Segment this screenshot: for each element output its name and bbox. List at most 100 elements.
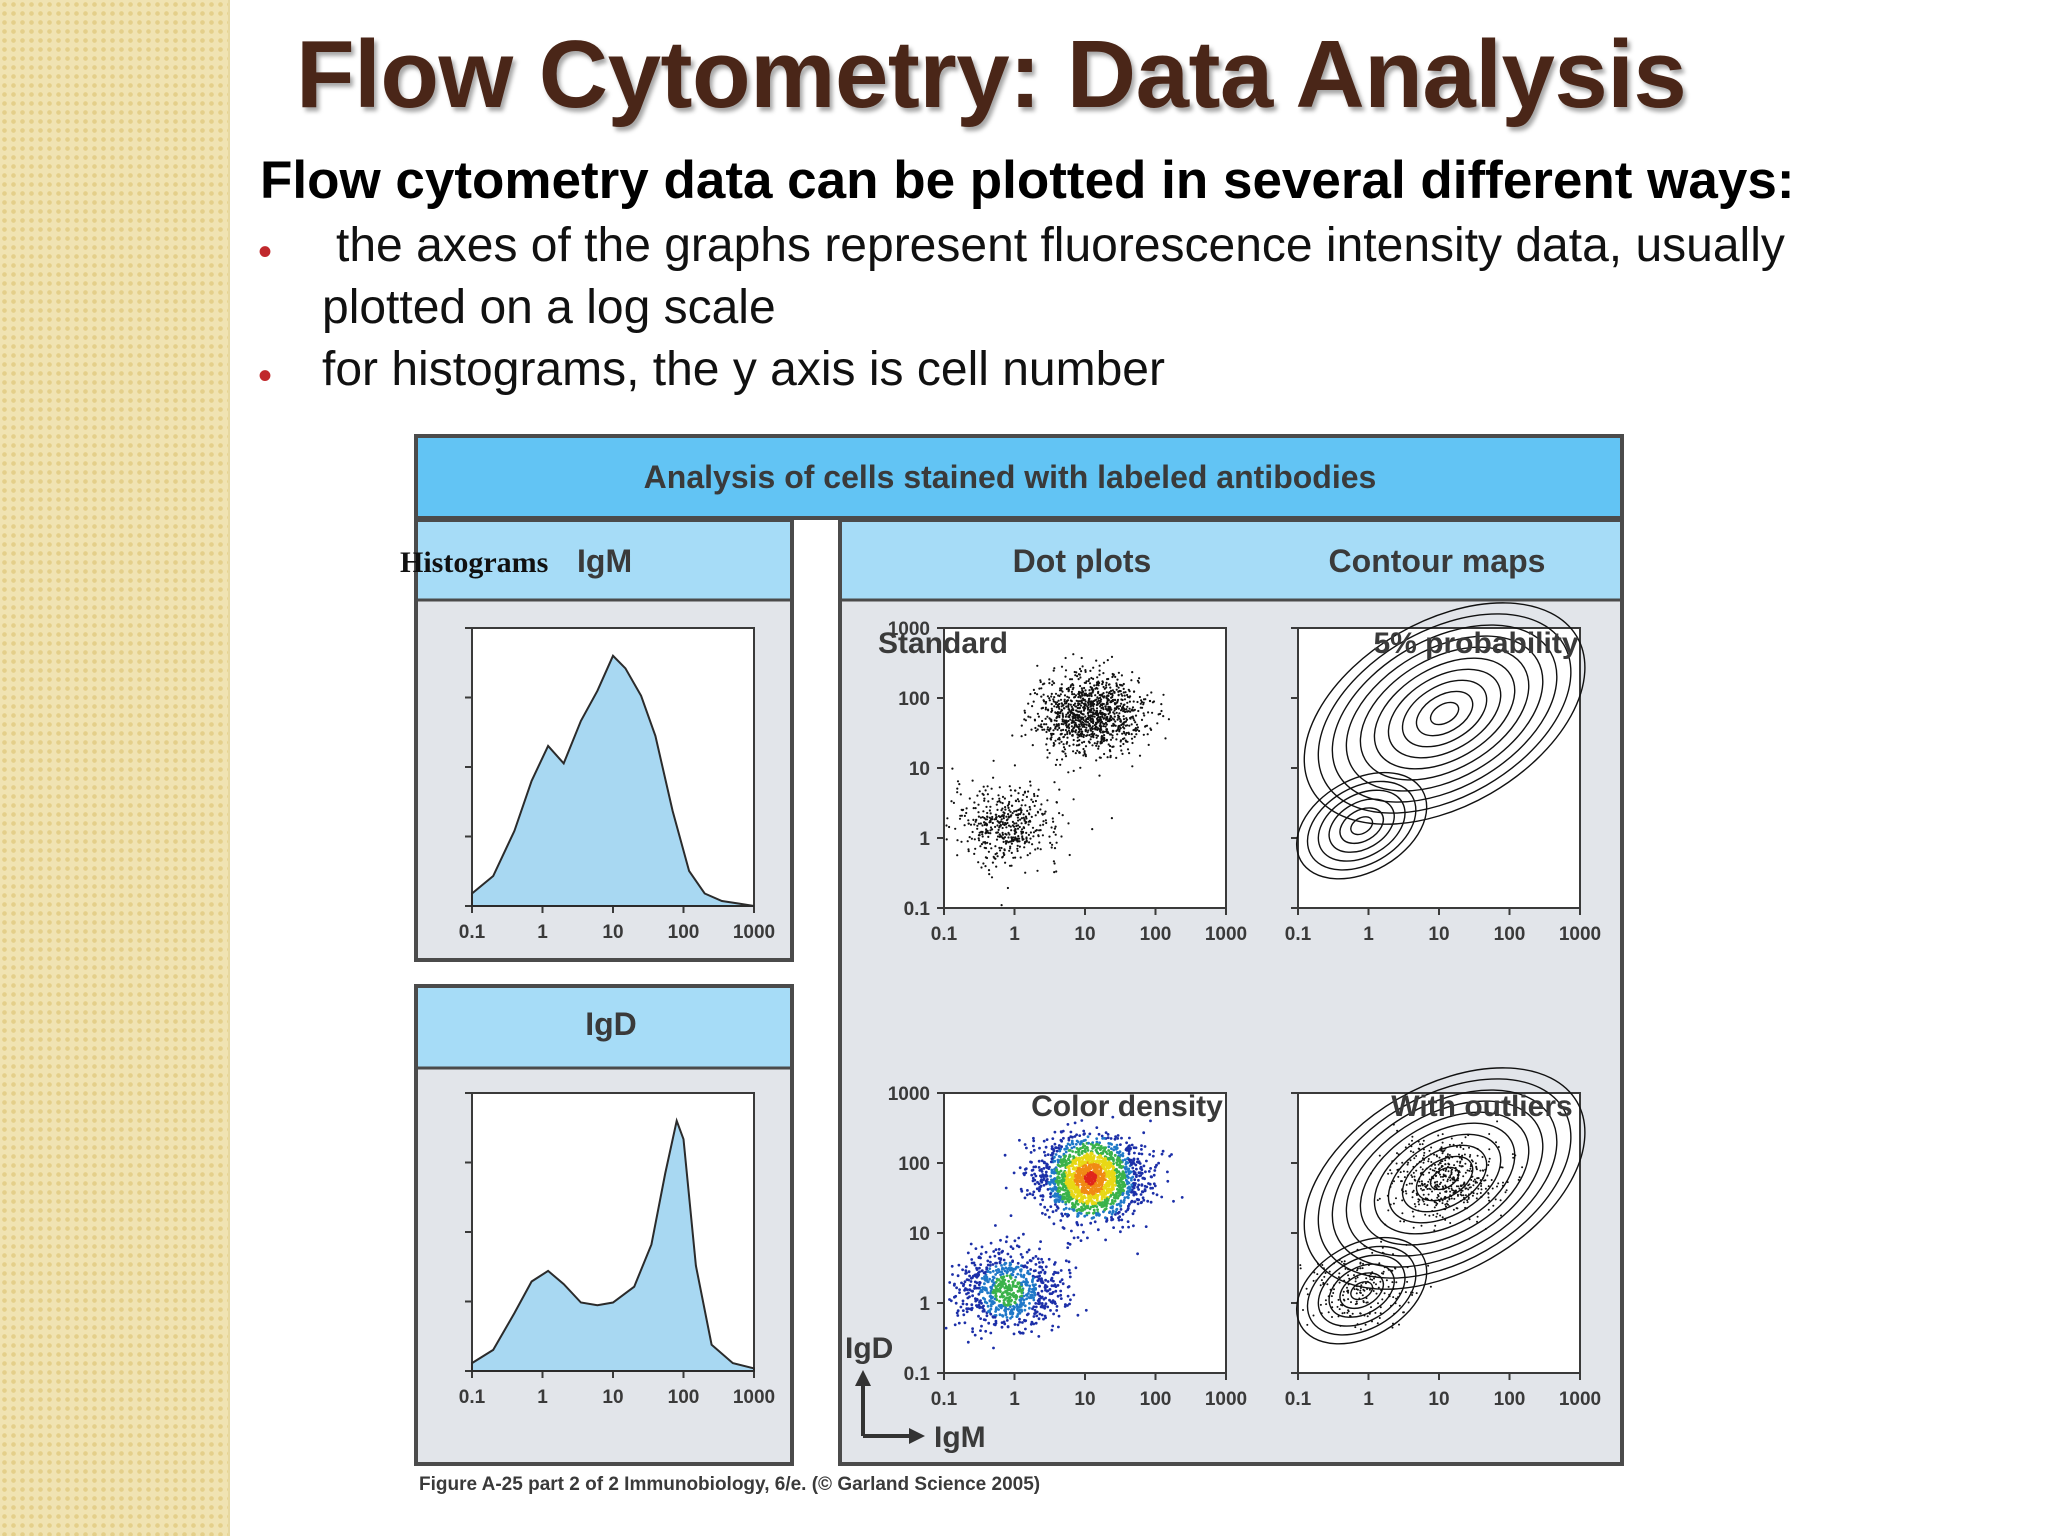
data-point [1097, 691, 1100, 695]
data-point [1003, 812, 1006, 815]
outlier-point [1458, 1164, 1461, 1167]
outlier-point [1350, 1301, 1352, 1304]
data-point [1061, 1226, 1065, 1229]
data-point [1131, 765, 1134, 768]
outlier-point [1484, 1168, 1487, 1171]
data-point [1004, 808, 1007, 811]
outlier-point [1369, 1273, 1372, 1275]
data-point [1125, 1180, 1129, 1183]
data-point [1130, 1143, 1134, 1147]
x-tick-label: 100 [1494, 924, 1526, 945]
data-point [962, 1313, 966, 1317]
outlier-point [1397, 1175, 1400, 1178]
data-point [1119, 744, 1122, 748]
data-point [1049, 841, 1052, 845]
data-point [1126, 705, 1129, 708]
data-point [978, 839, 981, 842]
data-point [1006, 1270, 1009, 1273]
outlier-point [1379, 1312, 1382, 1315]
data-point [1078, 700, 1081, 703]
slide-title: Flow Cytometry: Data Analysis [296, 21, 1687, 128]
outlier-point [1441, 1199, 1444, 1202]
data-point [1030, 1160, 1033, 1164]
data-point [1067, 724, 1070, 727]
data-point [1059, 687, 1062, 690]
data-point [1062, 746, 1066, 749]
data-point [1113, 1145, 1116, 1149]
data-point [1126, 693, 1129, 697]
data-point [1091, 1144, 1095, 1148]
data-point [1128, 1202, 1131, 1206]
data-point [1021, 1331, 1024, 1335]
data-point [1067, 1138, 1071, 1142]
data-point [1123, 1158, 1127, 1162]
data-point [1002, 840, 1005, 844]
data-point [1092, 734, 1095, 737]
data-point [1040, 1302, 1044, 1305]
outlier-point [1474, 1181, 1477, 1184]
data-point [1105, 1152, 1109, 1155]
data-point [1141, 706, 1144, 709]
outlier-point [1423, 1203, 1426, 1206]
data-point [1058, 788, 1061, 791]
data-point [1102, 702, 1105, 706]
data-point [1105, 1175, 1109, 1178]
data-point [1087, 1141, 1090, 1145]
data-point [978, 1305, 981, 1308]
data-point [1102, 737, 1105, 741]
data-point [1054, 833, 1057, 836]
outlier-point [1418, 1180, 1421, 1183]
data-point [1031, 1193, 1035, 1197]
data-point [1017, 1245, 1021, 1249]
data-point [1052, 1149, 1056, 1153]
outlier-point [1407, 1301, 1410, 1304]
plot-area [1297, 627, 1581, 909]
data-point [1053, 1283, 1057, 1287]
data-point [1135, 1167, 1138, 1171]
outlier-point [1347, 1298, 1350, 1301]
data-point [1011, 1284, 1015, 1288]
data-point [1111, 689, 1114, 692]
data-point [1025, 840, 1028, 843]
data-point [1024, 1277, 1028, 1281]
outlier-point [1476, 1154, 1479, 1157]
data-point [989, 1307, 993, 1311]
data-point [1014, 789, 1017, 792]
data-point [1102, 725, 1105, 728]
data-point [1040, 1180, 1044, 1184]
data-point [994, 1248, 998, 1251]
x-tick-label: 0.1 [459, 922, 486, 943]
data-point [1025, 1250, 1029, 1254]
data-point [1025, 817, 1028, 820]
data-point [1118, 712, 1121, 715]
outlier-point [1360, 1284, 1363, 1287]
data-point [1039, 824, 1042, 827]
data-point [1046, 756, 1049, 759]
data-point [1097, 1187, 1101, 1191]
data-point [1069, 678, 1072, 681]
data-point [1069, 1298, 1072, 1302]
outlier-point [1299, 1267, 1302, 1270]
data-point [1005, 815, 1008, 818]
data-point [1031, 744, 1034, 747]
data-point [949, 1299, 953, 1303]
outlier-point [1320, 1279, 1323, 1282]
x-tick-label: 10 [1074, 1389, 1095, 1410]
data-point [1024, 719, 1027, 722]
data-point [998, 1313, 1002, 1317]
data-point [984, 1329, 988, 1333]
data-point [1115, 688, 1118, 691]
data-point [1128, 1136, 1131, 1140]
outlier-point [1514, 1154, 1517, 1157]
data-point [1120, 749, 1123, 752]
outlier-point [1459, 1200, 1462, 1202]
outlier-point [1480, 1182, 1483, 1185]
data-point [1054, 825, 1057, 828]
data-point [1071, 1205, 1074, 1209]
data-point [1009, 847, 1012, 850]
data-point [983, 816, 986, 820]
data-point [969, 1280, 973, 1283]
outlier-point [1444, 1203, 1447, 1206]
data-point [1115, 1208, 1118, 1211]
data-point [1016, 1323, 1020, 1327]
